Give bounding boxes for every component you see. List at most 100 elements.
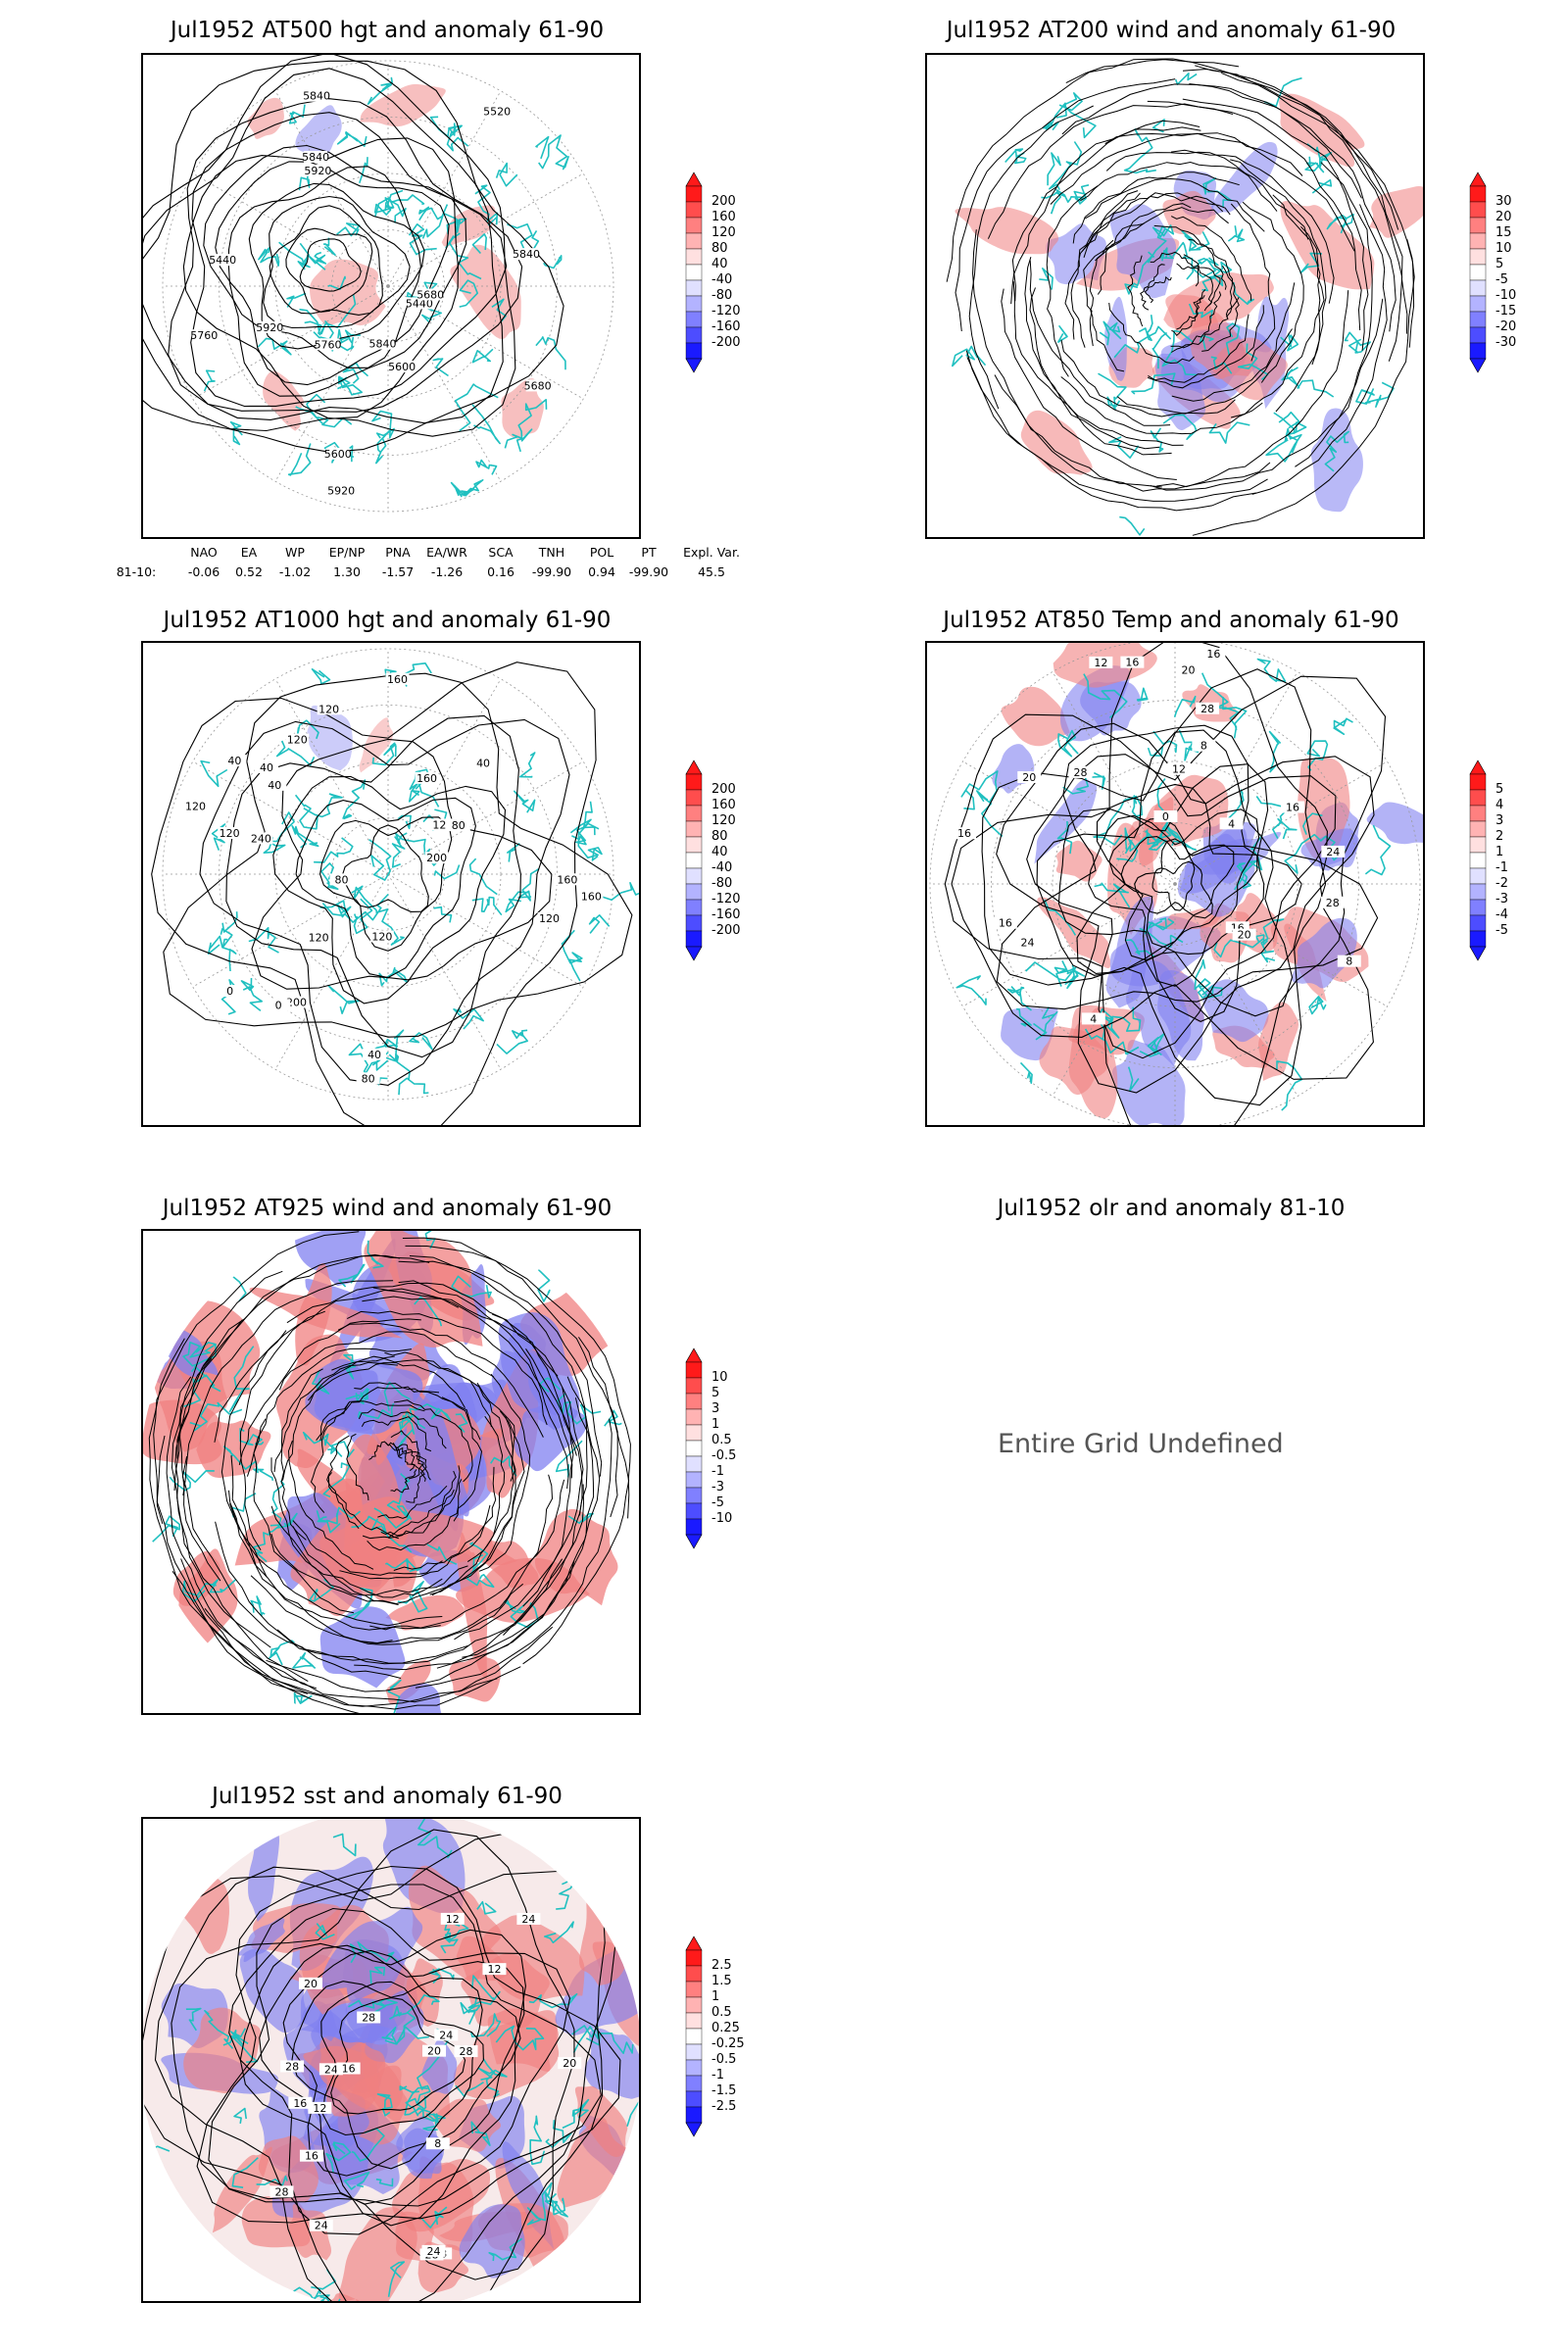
index-header: EP/NP — [328, 545, 366, 560]
coastline — [408, 1415, 426, 1430]
legend-swatch — [685, 1518, 703, 1536]
anomaly-shading — [237, 1917, 285, 1963]
legend-500hgt: 200 160 120 80 40 -40 -80 -120 -160 -200 — [685, 172, 774, 374]
contour-label-bg — [516, 1912, 541, 1925]
legend-swatch — [685, 1996, 703, 2014]
coastline — [495, 162, 518, 187]
coastline — [1364, 824, 1392, 876]
contour-label: 5680 — [416, 288, 444, 301]
coastline — [1050, 189, 1084, 215]
coastline — [495, 2025, 545, 2051]
anomaly-shading — [421, 2039, 458, 2094]
contour-line — [168, 98, 523, 413]
legend-tick-label: -4 — [1495, 907, 1508, 922]
contour-label-bg — [514, 248, 539, 261]
streamline — [1105, 151, 1309, 240]
anomaly-shading — [294, 1231, 367, 1287]
legend-swatch — [685, 2075, 703, 2092]
contour-label-bg — [305, 89, 329, 102]
legend-tick-label: 200 — [711, 194, 736, 209]
coastline — [336, 131, 368, 147]
streamline — [361, 1416, 432, 1452]
coastline — [1094, 882, 1131, 908]
coastline — [535, 336, 566, 370]
streamline — [393, 1466, 497, 1571]
contour-label: 16 — [305, 2150, 318, 2163]
coastline — [322, 237, 336, 256]
legend-swatch — [1469, 867, 1487, 885]
coastline — [248, 926, 279, 954]
streamline — [246, 1348, 412, 1477]
streamline — [402, 1237, 631, 1519]
legend-tick-label: -80 — [711, 288, 733, 303]
anomaly-shading — [392, 1683, 444, 1713]
streamline — [398, 1280, 569, 1489]
coastline — [371, 742, 397, 766]
streamline — [1176, 288, 1206, 330]
coastline — [1161, 329, 1198, 376]
legend-tick-label: -40 — [711, 860, 733, 875]
contour-label-bg — [1176, 663, 1200, 676]
coastline — [571, 2025, 599, 2053]
streamline — [1230, 159, 1327, 366]
coastline — [292, 1652, 317, 1670]
longitude-gridline — [192, 873, 389, 988]
contour-label-bg — [1015, 936, 1040, 949]
coastline — [1116, 829, 1149, 862]
anomaly-shading — [501, 378, 544, 440]
legend-tick-label: -3 — [1495, 892, 1508, 906]
coastline — [404, 2086, 431, 2116]
streamline — [1095, 207, 1229, 262]
longitude-gridline — [1052, 671, 1176, 885]
coastline — [327, 275, 346, 290]
coastline — [556, 1875, 579, 1910]
legend-swatch — [685, 264, 703, 281]
coastline — [418, 204, 449, 221]
legend-arrow-bottom — [1469, 358, 1487, 373]
map-layer: 120 160 240 160 120 200 120 120 160 40 40 80 0 40 120 2… — [151, 648, 639, 1125]
coastline — [332, 1833, 357, 1857]
coastline — [278, 241, 309, 267]
legend-swatch — [685, 1408, 703, 1426]
coastline — [1162, 414, 1198, 440]
legend-tick-label: 40 — [711, 257, 728, 271]
streamline — [454, 1387, 574, 1641]
streamline — [405, 1454, 425, 1503]
streamline — [1001, 288, 1177, 480]
coastline — [1280, 333, 1299, 352]
anomaly-shading — [413, 1390, 469, 1532]
coastline — [468, 858, 498, 896]
contour-line — [263, 195, 411, 329]
legend-arrow-bottom — [1469, 946, 1487, 961]
legend-arrow-top — [1469, 760, 1487, 775]
coastline — [414, 1296, 443, 1327]
coastline — [1084, 1028, 1140, 1055]
legend-colorbar — [685, 1936, 703, 2137]
legend-tick-label: 1 — [711, 1417, 720, 1432]
legend-arrow-bottom — [685, 946, 703, 961]
coastline — [1044, 899, 1077, 936]
streamline — [326, 1435, 360, 1530]
streamline — [368, 1441, 403, 1460]
index-value: -99.90 — [531, 564, 572, 579]
contour-label: 120 — [309, 932, 329, 945]
legend-tick-label: -5 — [1495, 923, 1508, 938]
streamline — [994, 374, 1271, 492]
coastline — [1304, 152, 1332, 173]
contour-label: 200 — [286, 997, 307, 1009]
coastline — [357, 1402, 395, 1419]
legend-tick-label: -120 — [711, 892, 741, 906]
streamline — [1170, 149, 1335, 304]
streamline — [238, 1318, 421, 1466]
streamline — [1060, 376, 1263, 435]
contour-label-bg — [317, 703, 341, 715]
contour-line — [248, 182, 425, 350]
legend-200wind: 30 20 15 10 5 -5 -10 -15 -20 -30 — [1469, 172, 1558, 374]
longitude-gridline — [192, 285, 389, 400]
anomaly-shading — [1001, 1006, 1058, 1061]
legend-tick-label: 200 — [711, 782, 736, 797]
streamline — [1176, 263, 1214, 307]
legend-925wind: 10 5 3 1 0.5 -0.5 -1 -3 -5 -10 — [685, 1348, 774, 1550]
legend-tick-label: 80 — [711, 829, 728, 844]
streamline — [1083, 192, 1231, 258]
